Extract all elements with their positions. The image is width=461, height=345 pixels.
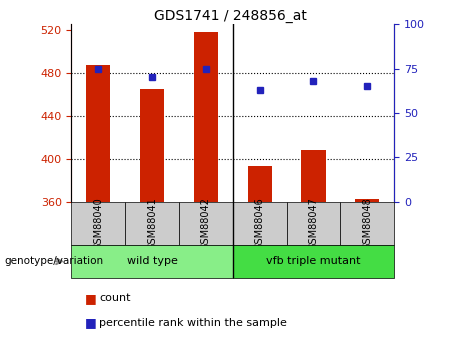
FancyBboxPatch shape: [71, 202, 125, 245]
Bar: [355, 199, 379, 202]
FancyBboxPatch shape: [233, 245, 394, 278]
Text: ■: ■: [85, 316, 97, 329]
FancyBboxPatch shape: [340, 202, 394, 245]
Text: genotype/variation: genotype/variation: [5, 256, 104, 266]
FancyBboxPatch shape: [287, 202, 340, 245]
Bar: [140, 89, 164, 202]
Text: ■: ■: [85, 292, 97, 305]
Text: vfb triple mutant: vfb triple mutant: [266, 256, 361, 266]
Text: GSM88046: GSM88046: [254, 197, 265, 250]
Bar: [301, 150, 325, 202]
Bar: [86, 65, 111, 202]
FancyBboxPatch shape: [71, 245, 233, 278]
Text: GSM88047: GSM88047: [308, 197, 319, 250]
Bar: [248, 166, 272, 202]
Text: count: count: [99, 294, 130, 303]
Text: GSM88048: GSM88048: [362, 197, 372, 250]
FancyBboxPatch shape: [125, 202, 179, 245]
Text: GSM88040: GSM88040: [93, 197, 103, 250]
Text: wild type: wild type: [127, 256, 177, 266]
Text: GDS1741 / 248856_at: GDS1741 / 248856_at: [154, 9, 307, 23]
Text: percentile rank within the sample: percentile rank within the sample: [99, 318, 287, 327]
Bar: [194, 32, 218, 202]
FancyBboxPatch shape: [179, 202, 233, 245]
Text: GSM88041: GSM88041: [147, 197, 157, 250]
Text: GSM88042: GSM88042: [201, 197, 211, 250]
FancyBboxPatch shape: [233, 202, 287, 245]
